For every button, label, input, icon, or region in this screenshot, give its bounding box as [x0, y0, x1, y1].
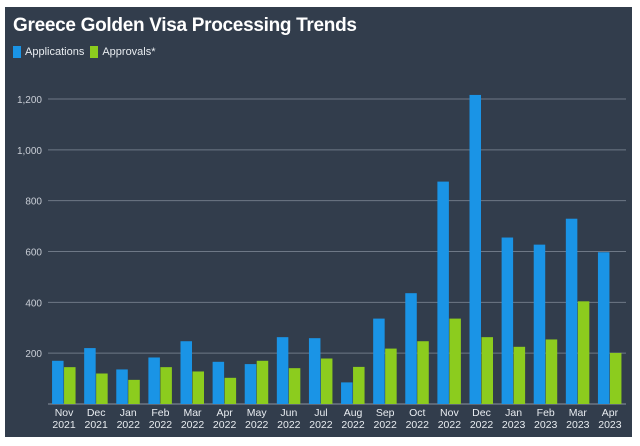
- bar-approvals: [513, 346, 526, 404]
- bar-applications: [52, 360, 64, 404]
- x-tick-label: May: [247, 407, 268, 419]
- x-tick-label: Apr: [216, 407, 233, 419]
- y-tick-label: 1,200: [17, 95, 42, 106]
- x-tick-label: 2021: [84, 419, 108, 431]
- legend-item-applications: Applications: [13, 46, 84, 58]
- y-tick-label: 600: [25, 248, 42, 259]
- x-tick-label: 2022: [149, 419, 173, 431]
- legend-item-approvals: Approvals*: [90, 46, 156, 58]
- bar-applications: [597, 252, 610, 404]
- x-tick-label: 2022: [438, 419, 462, 431]
- bar-approvals: [385, 348, 397, 404]
- bar-approvals: [128, 379, 140, 404]
- bar-applications: [341, 382, 353, 404]
- x-tick-label: 2023: [566, 419, 590, 431]
- x-tick-label: Oct: [409, 407, 425, 419]
- bar-applications: [501, 237, 514, 404]
- bar-approvals: [224, 377, 237, 404]
- x-tick-label: Dec: [87, 407, 106, 419]
- x-tick-label: Jul: [314, 407, 327, 419]
- bar-applications: [565, 218, 578, 404]
- x-tick-label: Apr: [602, 407, 619, 419]
- legend: Applications Approvals*: [13, 46, 162, 58]
- legend-label-approvals: Approvals*: [102, 46, 156, 58]
- x-tick-label: 2022: [245, 419, 269, 431]
- bar-applications: [276, 337, 289, 404]
- legend-label-applications: Applications: [25, 46, 85, 58]
- x-tick-label: 2022: [470, 419, 494, 431]
- y-tick-label: 200: [25, 349, 42, 360]
- bar-applications: [533, 244, 546, 404]
- bar-applications: [180, 341, 192, 404]
- x-tick-label: Jun: [280, 407, 297, 419]
- x-tick-label: 2023: [598, 419, 622, 431]
- x-tick-label: Feb: [537, 407, 555, 419]
- y-tick-label: 800: [25, 197, 42, 208]
- legend-swatch-approvals: [90, 46, 99, 58]
- x-tick-label: Nov: [55, 407, 74, 419]
- bar-approvals: [481, 337, 493, 404]
- bar-approvals: [256, 360, 269, 404]
- x-tick-label: 2022: [181, 419, 205, 431]
- bar-approvals: [417, 341, 429, 404]
- x-tick-label: 2022: [309, 419, 333, 431]
- bar-approvals: [64, 367, 76, 404]
- chart-title: Greece Golden Visa Processing Trends: [13, 15, 357, 36]
- bar-approvals: [160, 367, 172, 404]
- x-tick-label: Nov: [440, 407, 459, 419]
- bar-applications: [469, 94, 481, 404]
- x-tick-label: 2023: [534, 419, 558, 431]
- x-tick-label: Feb: [151, 407, 169, 419]
- legend-swatch-applications: [13, 46, 21, 58]
- x-tick-label: 2022: [277, 419, 301, 431]
- bar-approvals: [192, 371, 204, 404]
- x-tick-label: 2022: [213, 419, 237, 431]
- bar-applications: [116, 369, 128, 404]
- bar-approvals: [609, 352, 622, 404]
- x-tick-label: 2022: [117, 419, 141, 431]
- y-tick-label: 1,000: [17, 146, 42, 157]
- bar-approvals: [96, 373, 108, 404]
- bar-applications: [84, 348, 96, 404]
- bar-approvals: [545, 339, 558, 404]
- y-tick-label: 400: [25, 298, 42, 309]
- x-tick-label: 2023: [502, 419, 526, 431]
- bar-approvals: [320, 358, 333, 404]
- x-tick-label: Mar: [183, 407, 202, 419]
- bar-applications: [437, 181, 449, 404]
- x-tick-label: Sep: [376, 407, 395, 419]
- x-tick-label: 2021: [52, 419, 76, 431]
- bar-applications: [373, 318, 385, 404]
- x-tick-label: Jan: [120, 407, 137, 419]
- x-tick-label: Jan: [505, 407, 522, 419]
- x-tick-label: 2022: [373, 419, 397, 431]
- bar-applications: [405, 293, 417, 404]
- bar-approvals: [449, 318, 461, 404]
- bar-applications: [308, 338, 321, 404]
- x-tick-label: Aug: [344, 407, 363, 419]
- x-tick-label: 2022: [341, 419, 365, 431]
- bar-approvals: [353, 366, 365, 404]
- bar-applications: [244, 364, 257, 404]
- bar-applications: [148, 357, 160, 404]
- bar-approvals: [577, 301, 590, 404]
- x-tick-label: Dec: [472, 407, 491, 419]
- bar-applications: [212, 361, 225, 404]
- x-tick-label: Mar: [569, 407, 588, 419]
- bar-approvals: [288, 368, 301, 404]
- x-tick-label: 2022: [406, 419, 430, 431]
